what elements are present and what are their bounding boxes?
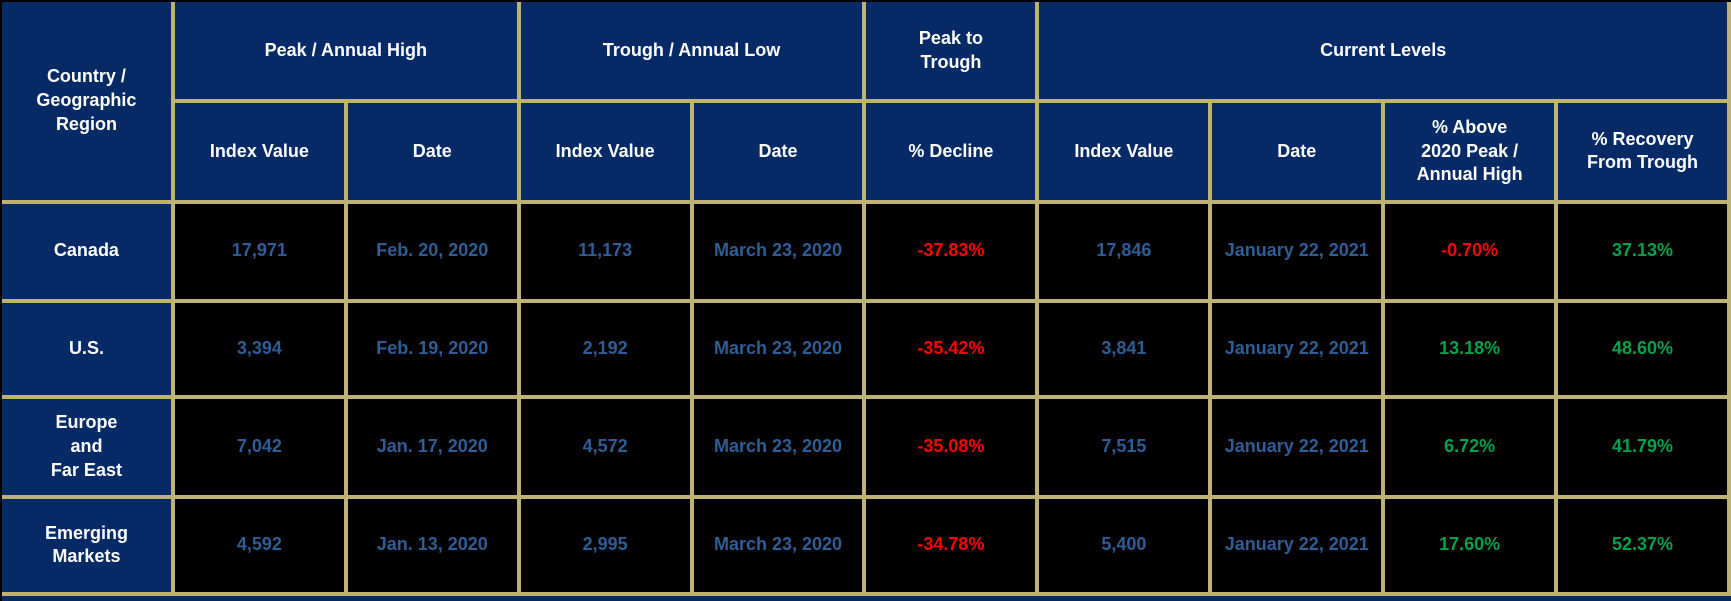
data-cell: 48.60% [1558, 302, 1727, 396]
data-cell: 7,042 [174, 399, 344, 495]
data-cell: -0.70% [1385, 203, 1555, 299]
header-group-trough-annual-low: Trough / Annual Low [520, 2, 863, 100]
data-cell: 3,841 [1039, 302, 1209, 396]
header-group-current-levels: Current Levels [1039, 2, 1727, 100]
data-cell: Jan. 17, 2020 [347, 399, 517, 495]
data-cell: 2,192 [520, 302, 690, 396]
data-cell: 37.13% [1558, 203, 1727, 299]
data-cell: 4,592 [174, 498, 344, 592]
data-cell: Jan. 13, 2020 [347, 498, 517, 592]
bottom-accent-bar [2, 596, 1731, 601]
data-cell: 17,971 [174, 203, 344, 299]
header-group-peak-to-trough: Peak to Trough [866, 2, 1036, 100]
header-group-peak-annual-high: Peak / Annual High [174, 2, 517, 100]
data-cell: January 22, 2021 [1212, 399, 1382, 495]
subheader-percent-above-peak: % Above 2020 Peak / Annual High [1385, 103, 1555, 200]
region-cell: Europe and Far East [2, 399, 171, 495]
subheader-trough-index-value: Index Value [520, 103, 690, 200]
data-cell: January 22, 2021 [1212, 498, 1382, 592]
data-cell: 11,173 [520, 203, 690, 299]
data-cell: 7,515 [1039, 399, 1209, 495]
subheader-peak-index-value: Index Value [174, 103, 344, 200]
data-cell: 52.37% [1558, 498, 1727, 592]
subheader-trough-date: Date [693, 103, 863, 200]
data-cell: 17,846 [1039, 203, 1209, 299]
data-cell: 5,400 [1039, 498, 1209, 592]
data-cell: March 23, 2020 [693, 302, 863, 396]
data-cell: 4,572 [520, 399, 690, 495]
subheader-peak-date: Date [347, 103, 517, 200]
data-cell: 3,394 [174, 302, 344, 396]
data-cell: March 23, 2020 [693, 498, 863, 592]
data-cell: January 22, 2021 [1212, 203, 1382, 299]
data-cell: -35.42% [866, 302, 1036, 396]
data-cell: 41.79% [1558, 399, 1727, 495]
data-cell: January 22, 2021 [1212, 302, 1382, 396]
subheader-current-index-value: Index Value [1039, 103, 1209, 200]
subheader-current-date: Date [1212, 103, 1382, 200]
region-cell: U.S. [2, 302, 171, 396]
data-cell: -35.08% [866, 399, 1036, 495]
data-cell: 2,995 [520, 498, 690, 592]
data-cell: -34.78% [866, 498, 1036, 592]
data-cell: 17.60% [1385, 498, 1555, 592]
data-cell: 6.72% [1385, 399, 1555, 495]
data-cell: March 23, 2020 [693, 203, 863, 299]
data-cell: Feb. 20, 2020 [347, 203, 517, 299]
data-cell: March 23, 2020 [693, 399, 863, 495]
data-cell: Feb. 19, 2020 [347, 302, 517, 396]
header-region-column: Country / Geographic Region [2, 2, 171, 200]
region-cell: Canada [2, 203, 171, 299]
subheader-percent-decline: % Decline [866, 103, 1036, 200]
subheader-percent-recovery: % Recovery From Trough [1558, 103, 1727, 200]
data-cell: -37.83% [866, 203, 1036, 299]
data-cell: 13.18% [1385, 302, 1555, 396]
region-cell: Emerging Markets [2, 498, 171, 592]
